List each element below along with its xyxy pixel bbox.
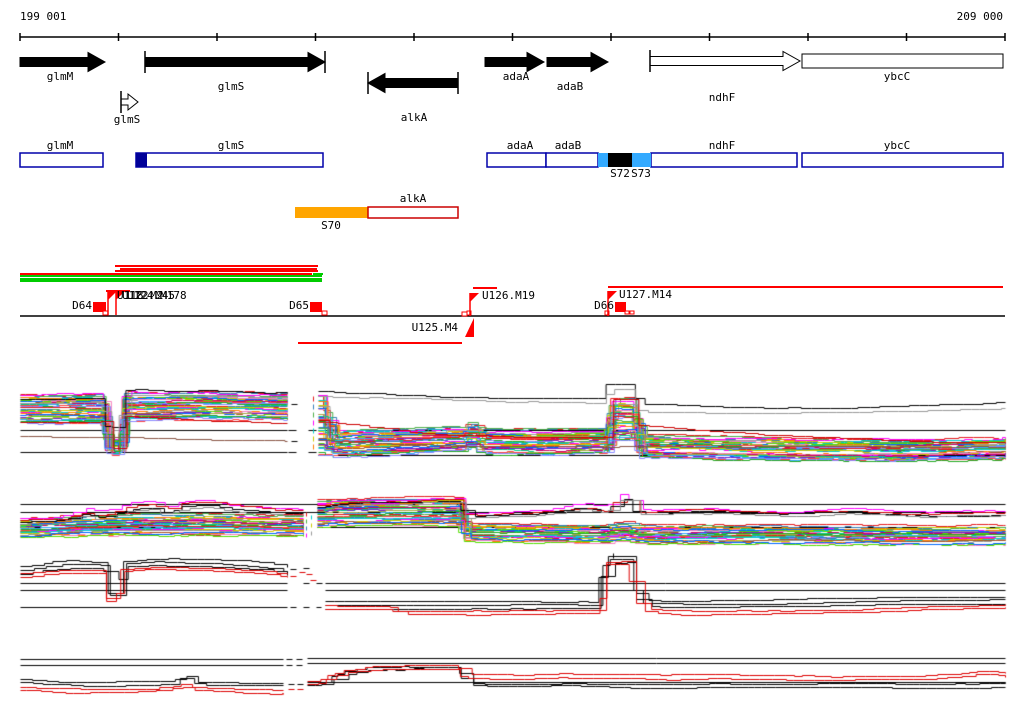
marker-open-square[interactable] (321, 310, 328, 316)
marker-label-U118-M2: U118.M2 (117, 289, 164, 302)
orf-box-ndhF[interactable] (650, 152, 798, 168)
gene-arrow-shape[interactable] (546, 51, 610, 73)
marker-open-square[interactable] (461, 311, 468, 317)
promoter-label-glmS: glmS (113, 113, 141, 126)
gene-arrow-ndhF[interactable] (649, 50, 802, 72)
gene-arrow-glmS-promoter[interactable] (120, 91, 139, 113)
marker-label-U122-M45: U122.M45 (122, 289, 175, 302)
marker-track (20, 291, 1005, 337)
orf-rect[interactable] (135, 152, 324, 168)
marker-label-D66: D66 (594, 299, 614, 312)
gene-arrow-glmS[interactable] (144, 51, 327, 73)
orf-label-ybcC: ybcC (883, 139, 911, 152)
orf-navy-block (136, 153, 147, 167)
site-block-S73-cyan[interactable] (632, 153, 651, 167)
marker-flag-up[interactable] (108, 291, 117, 300)
gene-arrow-shape[interactable] (120, 92, 139, 112)
gene-arrow-shape[interactable] (366, 72, 459, 94)
gene-arrow-shape[interactable] (649, 50, 802, 72)
marker-open-square[interactable] (629, 310, 635, 315)
gene-arrow-glmM[interactable] (19, 51, 107, 73)
marker-box-D64[interactable] (93, 302, 106, 312)
orf-rect[interactable] (19, 152, 104, 168)
marker-label-D64: D64 (72, 299, 92, 312)
orf-box-ybcC[interactable] (801, 152, 1004, 168)
marker-label-U127-M14: U127.M14 (619, 288, 672, 301)
marker-label-U124-M178: U124.M178 (127, 289, 187, 302)
probe-label-S70: S70 (321, 219, 341, 232)
site-block-S72-black[interactable] (608, 153, 632, 167)
marker-box-D65[interactable] (310, 302, 322, 312)
gene-arrow-adaA[interactable] (484, 51, 546, 73)
gene-arrow-label-ndhF: ndhF (708, 91, 736, 104)
marker-flag-down[interactable] (465, 318, 474, 337)
marker-flag-up[interactable] (116, 291, 125, 300)
marker-flag-up[interactable] (470, 293, 479, 302)
orf-box-adaA[interactable] (486, 152, 547, 168)
marker-open-square[interactable] (466, 310, 472, 316)
marker-label-D65: D65 (289, 299, 309, 312)
orf-label-glmS: glmS (217, 139, 245, 152)
marker-open-square[interactable] (604, 310, 610, 316)
orf-rect[interactable] (650, 152, 798, 168)
marker-open-square[interactable] (624, 310, 630, 315)
orf-label-adaB: adaB (554, 139, 582, 152)
orf-rect[interactable] (545, 152, 599, 168)
gene-arrow-adaB[interactable] (546, 51, 610, 73)
gene-arrow-shape[interactable] (484, 51, 546, 73)
orf-label-glmM: glmM (46, 139, 74, 152)
marker-label-U125-M4: U125.M4 (411, 321, 458, 334)
site-label-S72: S72 (610, 167, 630, 180)
gene-rect[interactable] (801, 53, 1004, 69)
gene-arrow-shape[interactable] (19, 51, 107, 73)
orf-label-ndhF: ndhF (708, 139, 736, 152)
probe-outline-box-alkA[interactable] (367, 206, 459, 219)
gene-arrow-ybcC[interactable] (801, 53, 1004, 69)
orf-label-adaA: adaA (506, 139, 534, 152)
site-label-S73: S73 (631, 167, 651, 180)
gene-arrow-label-glmM: glmM (46, 70, 74, 83)
marker-flag-up[interactable] (608, 291, 617, 300)
orf-rect[interactable] (801, 152, 1004, 168)
probe-label-alkA: alkA (399, 192, 427, 205)
marker-box-D66[interactable] (615, 302, 626, 312)
gene-arrow-label-alkA: alkA (400, 111, 428, 124)
gene-arrow-label-ybcC: ybcC (883, 70, 911, 83)
orf-box-glmM[interactable] (19, 152, 104, 168)
probe-orange-box-S70[interactable] (295, 207, 368, 218)
gene-arrow-label-adaB: adaB (556, 80, 584, 93)
ruler-start-label: 199 001 (20, 10, 67, 23)
gene-arrow-shape[interactable] (144, 51, 327, 73)
marker-label-U126-M19: U126.M19 (482, 289, 535, 302)
gene-arrow-label-adaA: adaA (502, 70, 530, 83)
ruler (19, 33, 1006, 41)
orf-box-glmS[interactable] (135, 152, 324, 168)
orf-rect[interactable] (486, 152, 547, 168)
ruler-end-label: 209 000 (956, 10, 1003, 23)
gene-arrow-label-glmS: glmS (217, 80, 245, 93)
site-block-S72-cyan[interactable] (598, 153, 608, 167)
orf-box-adaB[interactable] (545, 152, 599, 168)
gene-arrow-alkA[interactable] (366, 72, 459, 94)
